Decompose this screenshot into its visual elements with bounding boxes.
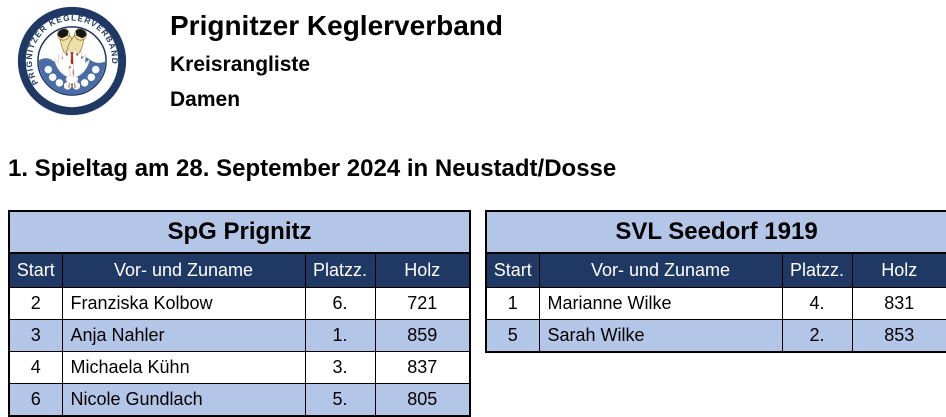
column-header-name: Vor- und Zuname <box>538 252 783 289</box>
table-row: 2 Franziska Kolbow 6. 721 <box>8 287 471 321</box>
cell-platz: 1. <box>304 319 376 353</box>
column-header-platz: Platzz. <box>781 252 853 289</box>
club-logo-icon: PRIGNITZER KEGLERVERBAND <box>17 6 127 116</box>
bowling-pins-icon <box>53 28 91 89</box>
cell-name: Sarah Wilke <box>538 319 783 353</box>
cell-holz: 721 <box>374 287 471 321</box>
cell-platz: 6. <box>304 287 376 321</box>
cell-platz: 2. <box>781 319 853 353</box>
results-tables: SpG Prignitz Start Vor- und Zuname Platzz. H… <box>8 210 946 417</box>
table-row: 1 Marianne Wilke 4. 831 <box>485 287 946 321</box>
column-header-start: Start <box>8 252 63 289</box>
cell-start: 3 <box>8 319 63 353</box>
cell-name: Michaela Kühn <box>61 351 306 385</box>
cell-holz: 853 <box>851 319 946 353</box>
cell-platz: 5. <box>304 383 376 417</box>
team-table-svl-seedorf: SVL Seedorf 1919 Start Vor- und Zuname Plat… <box>485 210 946 354</box>
column-header-row: Start Vor- und Zuname Platzz. Holz <box>8 252 471 289</box>
cell-name: Franziska Kolbow <box>61 287 306 321</box>
cell-start: 5 <box>485 319 540 353</box>
masthead: PRIGNITZER KEGLERVERBAND Prignitzer Kegl… <box>0 0 946 122</box>
cell-name: Anja Nahler <box>61 319 306 353</box>
table-title-row: SVL Seedorf 1919 <box>485 210 946 255</box>
table-title: SpG Prignitz <box>8 210 471 255</box>
matchday-heading: 1. Spieltag am 28. September 2024 in Neu… <box>8 155 617 182</box>
cell-platz: 4. <box>781 287 853 321</box>
org-title: Prignitzer Keglerverband <box>170 10 503 41</box>
table-row: 6 Nicole Gundlach 5. 805 <box>8 383 471 417</box>
cell-start: 4 <box>8 351 63 385</box>
list-type-subtitle: Kreisrangliste <box>170 52 311 76</box>
table-row: 3 Anja Nahler 1. 859 <box>8 319 471 353</box>
column-header-holz: Holz <box>374 252 471 289</box>
table-head: SpG Prignitz Start Vor- und Zuname Platzz. H… <box>8 210 471 289</box>
swan-icon <box>53 47 91 89</box>
cell-holz: 805 <box>374 383 471 417</box>
table-title: SVL Seedorf 1919 <box>485 210 946 255</box>
club-logo: PRIGNITZER KEGLERVERBAND <box>16 5 128 117</box>
table-row: 5 Sarah Wilke 2. 853 <box>485 319 946 353</box>
title-block: Prignitzer Keglerverband Kreisrangliste … <box>170 5 503 123</box>
column-header-row: Start Vor- und Zuname Platzz. Holz <box>485 252 946 289</box>
cell-holz: 837 <box>374 351 471 385</box>
team-table-spg-prignitz: SpG Prignitz Start Vor- und Zuname Platzz. H… <box>8 210 471 417</box>
cell-name: Marianne Wilke <box>538 287 783 321</box>
table-row: 4 Michaela Kühn 3. 837 <box>8 351 471 385</box>
cell-name: Nicole Gundlach <box>61 383 306 417</box>
column-header-start: Start <box>485 252 540 289</box>
table-body: 2 Franziska Kolbow 6. 721 3 Anja Nahler 1. 859 4… <box>8 287 471 417</box>
cell-start: 1 <box>485 287 540 321</box>
table-head: SVL Seedorf 1919 Start Vor- und Zuname Plat… <box>485 210 946 289</box>
cell-holz: 831 <box>851 287 946 321</box>
cell-start: 6 <box>8 383 63 417</box>
table-title-row: SpG Prignitz <box>8 210 471 255</box>
cell-holz: 859 <box>374 319 471 353</box>
category-subtitle: Damen <box>170 87 241 111</box>
table-body: 1 Marianne Wilke 4. 831 5 Sarah Wilke 2. 853 <box>485 287 946 353</box>
column-header-name: Vor- und Zuname <box>61 252 306 289</box>
cell-platz: 3. <box>304 351 376 385</box>
cell-start: 2 <box>8 287 63 321</box>
column-header-platz: Platzz. <box>304 252 376 289</box>
column-header-holz: Holz <box>851 252 946 289</box>
